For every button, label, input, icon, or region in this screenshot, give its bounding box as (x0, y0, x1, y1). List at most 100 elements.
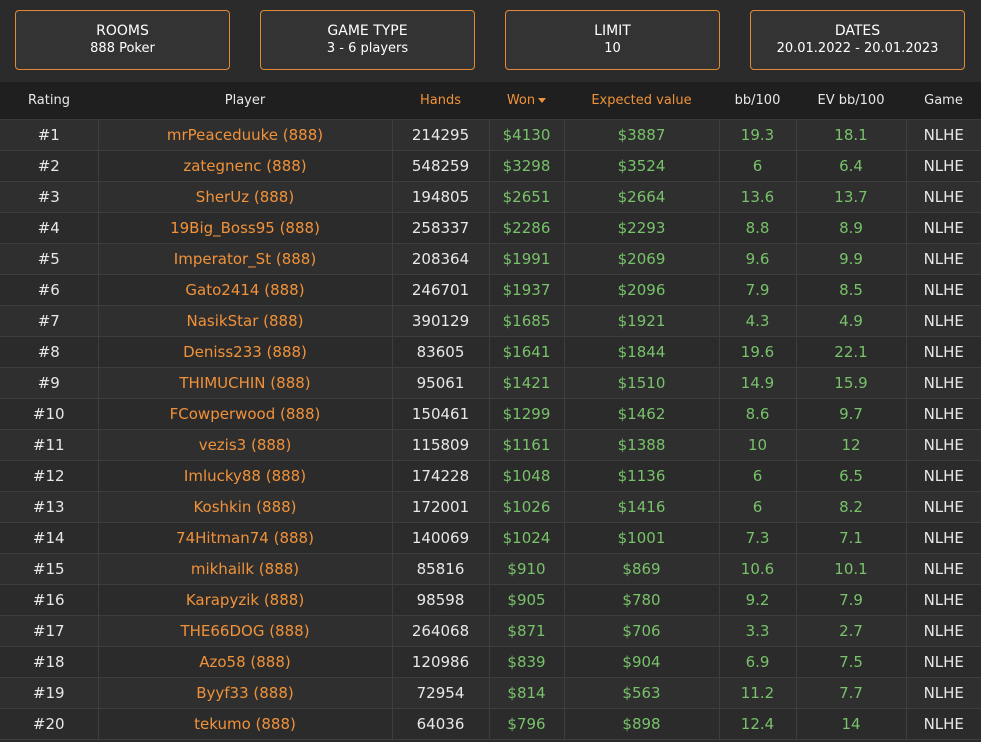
game-cell: NLHE (906, 150, 981, 182)
player-link[interactable]: mrPeaceduuke (888) (98, 119, 393, 151)
rating-cell: #1 (0, 119, 99, 151)
limit-filter[interactable]: LIMIT 10 (505, 10, 720, 70)
filter-bar: ROOMS 888 Poker GAME TYPE 3 - 6 players … (0, 0, 981, 82)
won-cell: $910 (489, 553, 565, 585)
hands-cell: 208364 (392, 243, 490, 275)
ev-bb100-cell: 8.5 (796, 274, 907, 306)
game-cell: NLHE (906, 367, 981, 399)
bb100-cell: 10.6 (719, 553, 797, 585)
col-won[interactable]: Won (489, 82, 564, 120)
won-cell: $3298 (489, 150, 565, 182)
table-row: #15 mikhailk (888) 85816 $910 $869 10.6 10.1 NL… (0, 553, 981, 585)
rooms-filter[interactable]: ROOMS 888 Poker (15, 10, 230, 70)
table-row: #20 tekumo (888) 64036 $796 $898 12.4 14 NLHE (0, 708, 981, 740)
player-link[interactable]: Imperator_St (888) (98, 243, 393, 275)
bb100-cell: 11.2 (719, 677, 797, 709)
player-link[interactable]: Karapyzik (888) (98, 584, 393, 616)
table-row: #16 Karapyzik (888) 98598 $905 $780 9.2 7.9 NLH… (0, 584, 981, 616)
bb100-cell: 14.9 (719, 367, 797, 399)
player-link[interactable]: 74Hitman74 (888) (98, 522, 393, 554)
won-cell: $871 (489, 615, 565, 647)
bb100-cell: 6 (719, 460, 797, 492)
game-cell: NLHE (906, 615, 981, 647)
player-link[interactable]: SherUz (888) (98, 181, 393, 213)
rating-cell: #15 (0, 553, 99, 585)
rooms-filter-title: ROOMS (96, 23, 149, 39)
dates-filter[interactable]: DATES 20.01.2022 - 20.01.2023 (750, 10, 965, 70)
won-cell: $1161 (489, 429, 565, 461)
hands-cell: 390129 (392, 305, 490, 337)
expected-value-cell: $1001 (564, 522, 720, 554)
bb100-cell: 6 (719, 491, 797, 523)
table-row: #9 THIMUCHIN (888) 95061 $1421 $1510 14.9 15.9… (0, 367, 981, 399)
expected-value-cell: $3524 (564, 150, 720, 182)
player-link[interactable]: Azo58 (888) (98, 646, 393, 678)
game-cell: NLHE (906, 398, 981, 430)
rating-cell: #18 (0, 646, 99, 678)
won-cell: $814 (489, 677, 565, 709)
expected-value-cell: $2096 (564, 274, 720, 306)
bb100-cell: 4.3 (719, 305, 797, 337)
player-link[interactable]: zategnenc (888) (98, 150, 393, 182)
won-cell: $1421 (489, 367, 565, 399)
rating-cell: #2 (0, 150, 99, 182)
bb100-cell: 9.2 (719, 584, 797, 616)
ev-bb100-cell: 9.7 (796, 398, 907, 430)
won-cell: $1026 (489, 491, 565, 523)
hands-cell: 64036 (392, 708, 490, 740)
game-cell: NLHE (906, 646, 981, 678)
hands-cell: 115809 (392, 429, 490, 461)
ev-bb100-cell: 7.7 (796, 677, 907, 709)
game-cell: NLHE (906, 119, 981, 151)
ev-bb100-cell: 14 (796, 708, 907, 740)
ev-bb100-cell: 15.9 (796, 367, 907, 399)
rooms-filter-value: 888 Poker (90, 41, 155, 56)
player-link[interactable]: Byyf33 (888) (98, 677, 393, 709)
expected-value-cell: $904 (564, 646, 720, 678)
col-won-label: Won (506, 92, 536, 108)
limit-filter-value: 10 (604, 41, 621, 56)
ev-bb100-cell: 7.9 (796, 584, 907, 616)
won-cell: $2651 (489, 181, 565, 213)
player-link[interactable]: Koshkin (888) (98, 491, 393, 523)
player-link[interactable]: 19Big_Boss95 (888) (98, 212, 393, 244)
player-link[interactable]: tekumo (888) (98, 708, 393, 740)
col-hands[interactable]: Hands (392, 82, 489, 120)
expected-value-cell: $1136 (564, 460, 720, 492)
hands-cell: 140069 (392, 522, 490, 554)
player-link[interactable]: THE66DOG (888) (98, 615, 393, 647)
rating-cell: #9 (0, 367, 99, 399)
game-type-filter[interactable]: GAME TYPE 3 - 6 players (260, 10, 475, 70)
rating-cell: #4 (0, 212, 99, 244)
rating-cell: #5 (0, 243, 99, 275)
rating-cell: #20 (0, 708, 99, 740)
hands-cell: 194805 (392, 181, 490, 213)
player-link[interactable]: vezis3 (888) (98, 429, 393, 461)
won-cell: $1299 (489, 398, 565, 430)
expected-value-cell: $1510 (564, 367, 720, 399)
player-link[interactable]: FCowperwood (888) (98, 398, 393, 430)
player-link[interactable]: mikhailk (888) (98, 553, 393, 585)
game-cell: NLHE (906, 181, 981, 213)
player-link[interactable]: Gato2414 (888) (98, 274, 393, 306)
rating-cell: #12 (0, 460, 99, 492)
player-link[interactable]: Imlucky88 (888) (98, 460, 393, 492)
bb100-cell: 7.3 (719, 522, 797, 554)
dates-filter-value: 20.01.2022 - 20.01.2023 (776, 41, 939, 56)
col-expected-value[interactable]: Expected value (564, 82, 719, 120)
rating-cell: #13 (0, 491, 99, 523)
table-row: #4 19Big_Boss95 (888) 258337 $2286 $2293 8.8 8… (0, 212, 981, 244)
table-row: #13 Koshkin (888) 172001 $1026 $1416 6 8.2 NLHE (0, 491, 981, 523)
hands-cell: 98598 (392, 584, 490, 616)
table-header: Rating Player Hands Won Expected value b… (0, 82, 981, 120)
player-link[interactable]: Deniss233 (888) (98, 336, 393, 368)
player-link[interactable]: THIMUCHIN (888) (98, 367, 393, 399)
chevron-down-icon (538, 97, 547, 103)
rating-cell: #17 (0, 615, 99, 647)
bb100-cell: 12.4 (719, 708, 797, 740)
won-cell: $1937 (489, 274, 565, 306)
bb100-cell: 6 (719, 150, 797, 182)
ev-bb100-cell: 18.1 (796, 119, 907, 151)
expected-value-cell: $2293 (564, 212, 720, 244)
player-link[interactable]: NasikStar (888) (98, 305, 393, 337)
